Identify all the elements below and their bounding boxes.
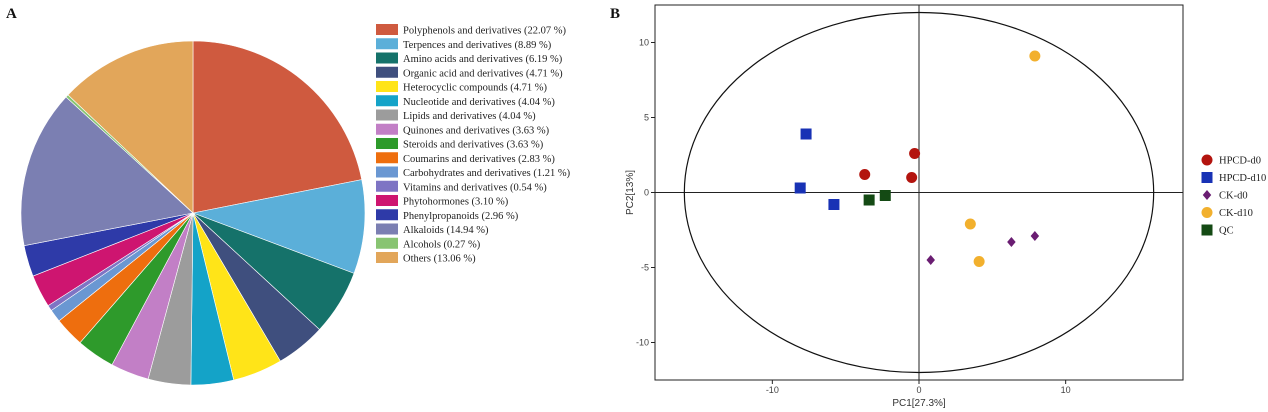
legend-marker-ck-d10 xyxy=(1201,207,1213,218)
confidence-ellipse xyxy=(683,11,1155,374)
point-qc-0 xyxy=(863,194,875,206)
point-hpcd-d10-0 xyxy=(800,128,812,140)
legend-label-hpcd-d10: HPCD-d10 xyxy=(1219,173,1266,184)
legend-label-9: Coumarins and derivatives (2.83 %) xyxy=(403,154,555,165)
pie-chart xyxy=(20,40,366,386)
legend-swatch-12 xyxy=(376,195,398,206)
legend-label-8: Steroids and derivatives (3.63 %) xyxy=(403,140,544,151)
legend-label-qc: QC xyxy=(1219,226,1234,237)
legend-swatch-1 xyxy=(376,38,398,50)
point-hpcd-d10-1 xyxy=(794,182,806,194)
legend-label-12: Phytohormones (3.10 %) xyxy=(403,197,509,208)
x-tick-label-1: 0 xyxy=(916,385,921,395)
legend-label-16: Others (13.06 %) xyxy=(403,254,476,265)
legend-label-ck-d10: CK-d10 xyxy=(1219,208,1253,219)
legend-label-14: Alkaloids (14.94 %) xyxy=(403,225,489,236)
legend-label-ck-d0: CK-d0 xyxy=(1219,191,1248,202)
point-hpcd-d10-2 xyxy=(828,199,840,210)
legend-swatch-13 xyxy=(376,209,398,221)
x-axis-label: PC1[27.3%] xyxy=(892,398,946,409)
point-hpcd-d0-1 xyxy=(909,148,921,159)
scatter-legend: HPCD-d0 HPCD-d10 CK-d0 CK-d10 QC xyxy=(1201,154,1266,237)
legend-label-6: Lipids and derivatives (4.04 %) xyxy=(403,111,536,122)
pie-legend: Polyphenols and derivatives (22.07 %) Ter… xyxy=(376,24,571,265)
legend-swatch-16 xyxy=(376,252,398,263)
point-ck-d10-2 xyxy=(973,256,985,267)
y-tick-label-1: -5 xyxy=(641,263,649,273)
point-ck-d10-1 xyxy=(964,218,976,230)
legend-swatch-2 xyxy=(376,52,398,64)
point-ck-d0-0 xyxy=(926,255,935,265)
legend-swatch-8 xyxy=(376,138,398,149)
legend-marker-hpcd-d10 xyxy=(1201,172,1213,183)
x-tick-label-0: -10 xyxy=(766,385,779,395)
data-points xyxy=(794,50,1041,267)
panel-a-label: A xyxy=(6,6,17,22)
pie-slice-0 xyxy=(192,40,363,214)
legend-swatch-0 xyxy=(376,24,398,35)
legend-label-5: Nucleotide and derivatives (4.04 %) xyxy=(403,97,555,108)
legend-swatch-5 xyxy=(376,95,398,107)
legend-swatch-7 xyxy=(376,123,398,135)
point-hpcd-d0-0 xyxy=(859,169,871,180)
legend-label-15: Alcohols (0.27 %) xyxy=(403,239,481,250)
legend-label-3: Organic acid and derivatives (4.71 %) xyxy=(403,68,563,79)
legend-label-7: Quinones and derivatives (3.63 %) xyxy=(403,125,550,136)
y-tick-label-4: 10 xyxy=(639,38,649,48)
legend-swatch-6 xyxy=(376,109,398,121)
y-tick-label-2: 0 xyxy=(644,188,649,198)
point-ck-d10-0 xyxy=(1029,50,1041,62)
y-axis-label: PC2[13%] xyxy=(625,170,636,215)
legend-label-0: Polyphenols and derivatives (22.07 %) xyxy=(403,26,567,37)
legend-swatch-14 xyxy=(376,223,398,235)
legend-label-11: Vitamins and derivatives (0.54 %) xyxy=(403,182,547,193)
legend-label-10: Carbohydrates and derivatives (1.21 %) xyxy=(403,168,571,179)
pie-slice-1 xyxy=(191,179,366,274)
axis-ticks: -10 0 10 -10 -5 0 5 10 xyxy=(636,38,1071,396)
legend-label-1: Terpences and derivatives (8.89 %) xyxy=(403,40,552,51)
point-qc-1 xyxy=(879,190,891,201)
legend-label-2: Amino acids and derivatives (6.19 %) xyxy=(403,54,563,65)
point-ck-d0-1 xyxy=(1007,237,1016,247)
pca-scatter-plot: -10 0 10 -10 -5 0 5 10 PC1[27.3%] PC2[13%] xyxy=(625,4,1184,409)
point-hpcd-d0-2 xyxy=(906,172,918,183)
x-tick-label-2: 10 xyxy=(1061,385,1071,395)
legend-swatch-4 xyxy=(376,81,398,92)
legend-swatch-3 xyxy=(376,66,398,78)
legend-swatch-11 xyxy=(376,180,398,192)
pie-slice-16 xyxy=(67,40,194,214)
legend-swatch-9 xyxy=(376,152,398,164)
legend-swatch-15 xyxy=(376,237,398,249)
legend-marker-hpcd-d0 xyxy=(1201,154,1213,166)
legend-marker-ck-d0 xyxy=(1202,190,1212,200)
point-ck-d0-2 xyxy=(1030,231,1040,241)
y-tick-label-3: 5 xyxy=(644,113,649,123)
legend-label-13: Phenylpropanoids (2.96 %) xyxy=(403,211,519,222)
legend-label-4: Heterocyclic compounds (4.71 %) xyxy=(403,83,548,94)
legend-marker-qc xyxy=(1201,224,1213,236)
legend-label-hpcd-d0: HPCD-d0 xyxy=(1219,156,1261,167)
y-tick-label-0: -10 xyxy=(636,338,649,348)
legend-swatch-10 xyxy=(376,166,398,178)
panel-b-label: B xyxy=(610,6,620,22)
pie-slice-14 xyxy=(20,96,194,247)
